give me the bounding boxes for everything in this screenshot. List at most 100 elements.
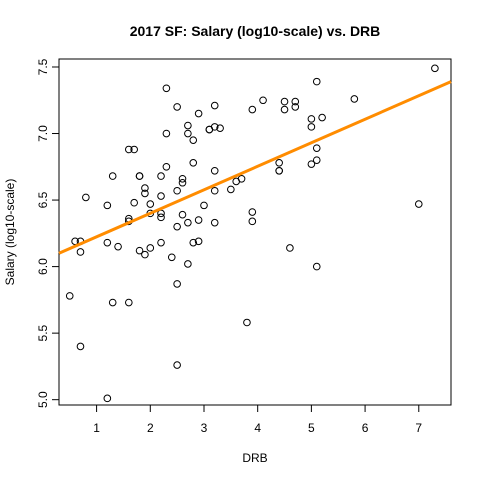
data-point <box>312 156 321 164</box>
data-point <box>141 184 149 192</box>
x-tick-label: 5 <box>308 421 315 435</box>
data-point <box>307 123 316 131</box>
data-point <box>178 174 187 183</box>
data-point <box>307 160 316 168</box>
data-point <box>312 77 321 86</box>
data-points <box>65 64 439 403</box>
data-point <box>248 208 257 216</box>
data-point <box>173 361 181 369</box>
x-tick-label: 6 <box>362 421 369 435</box>
data-point <box>146 244 155 252</box>
data-point <box>103 201 112 210</box>
y-tick-label: 5.5 <box>36 324 50 341</box>
trend-line <box>58 80 452 255</box>
data-point <box>431 64 439 73</box>
data-point <box>243 318 251 327</box>
y-tick-label: 6.0 <box>36 258 50 275</box>
data-point <box>65 292 74 300</box>
data-point <box>275 166 283 175</box>
data-point <box>108 298 117 307</box>
data-point <box>280 97 289 106</box>
data-point <box>130 145 138 154</box>
data-point <box>108 172 117 180</box>
data-point <box>184 121 192 130</box>
data-point <box>286 244 294 252</box>
data-point <box>184 218 192 227</box>
data-point <box>210 123 219 131</box>
data-point <box>189 159 198 167</box>
y-tick-label: 7.5 <box>36 58 50 75</box>
data-point <box>135 172 144 180</box>
data-point <box>157 238 165 247</box>
data-point <box>162 129 171 138</box>
data-point <box>237 174 246 183</box>
data-point <box>200 201 208 210</box>
data-point <box>167 253 176 262</box>
x-axis-ticks: 1 2 3 4 5 6 7 <box>93 405 422 435</box>
data-point <box>157 213 165 222</box>
data-point <box>189 136 198 144</box>
x-tick-label: 2 <box>147 421 154 435</box>
data-point <box>189 238 198 247</box>
data-point <box>194 237 203 246</box>
data-point <box>157 192 165 200</box>
y-tick-label: 7.0 <box>36 125 50 142</box>
data-point <box>103 394 112 403</box>
data-point <box>162 162 171 171</box>
y-tick-label: 5.0 <box>36 391 50 408</box>
data-point <box>76 342 85 351</box>
data-point <box>312 144 321 152</box>
data-point <box>184 260 192 268</box>
data-point <box>173 186 181 195</box>
data-point <box>82 193 90 202</box>
data-point <box>162 84 171 93</box>
y-tick-label: 6.5 <box>36 191 50 208</box>
data-point <box>146 200 155 208</box>
x-tick-label: 3 <box>201 421 208 435</box>
data-point <box>248 217 257 226</box>
data-point <box>318 113 326 122</box>
data-point <box>184 129 192 138</box>
data-point <box>103 238 112 247</box>
plot-frame <box>58 58 452 406</box>
data-point <box>178 210 187 219</box>
data-point <box>157 172 165 180</box>
data-point <box>350 95 359 103</box>
data-point <box>259 96 267 105</box>
x-tick-label: 7 <box>415 421 422 435</box>
data-point <box>307 115 316 123</box>
data-point <box>125 145 133 154</box>
data-point <box>125 298 133 307</box>
data-point <box>178 178 187 187</box>
data-point <box>173 280 181 288</box>
x-tick-label: 1 <box>93 421 100 435</box>
y-axis-label: Salary (log10-scale) <box>3 179 17 286</box>
data-point <box>291 103 300 111</box>
data-point <box>216 124 224 132</box>
x-tick-label: 4 <box>254 421 261 435</box>
data-point <box>194 216 203 224</box>
data-point <box>210 166 219 175</box>
data-point <box>275 159 283 167</box>
data-point <box>414 200 423 208</box>
data-point <box>130 198 138 207</box>
data-point <box>291 97 300 106</box>
chart-title: 2017 SF: Salary (log10-scale) vs. DRB <box>130 23 381 39</box>
data-point <box>210 186 219 195</box>
data-point <box>114 242 122 251</box>
data-point <box>141 189 149 198</box>
data-point <box>135 246 144 255</box>
x-axis-label: DRB <box>242 451 267 465</box>
data-point <box>173 222 181 231</box>
data-point <box>76 248 85 256</box>
data-point <box>248 105 257 114</box>
data-point <box>173 103 181 111</box>
data-point <box>194 109 203 118</box>
data-point <box>141 250 149 259</box>
data-point <box>210 218 219 227</box>
data-point <box>227 185 235 194</box>
data-point <box>312 262 321 271</box>
y-axis-ticks: 5.0 5.5 6.0 6.5 7.0 7.5 <box>36 58 59 408</box>
data-point <box>280 105 289 114</box>
